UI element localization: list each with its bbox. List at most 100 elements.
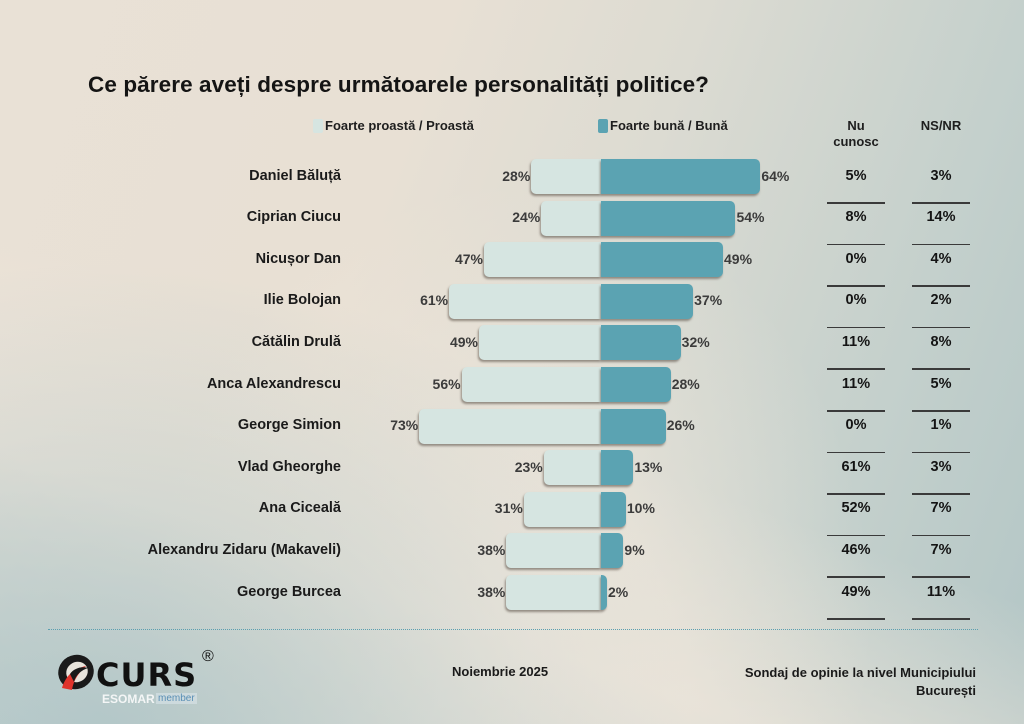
ns-nr-underline [912, 285, 970, 287]
category-label: George Burcea [237, 583, 341, 600]
registered-mark: ® [202, 648, 214, 665]
bar-negative [531, 159, 601, 194]
ns-nr-underline [912, 618, 970, 620]
ns-nr-value: 3% [930, 458, 952, 475]
value-label-negative: 31% [494, 500, 523, 517]
legend-positive: Foarte bună / Bună [598, 118, 728, 133]
bar-negative [478, 325, 601, 361]
survey-date: Noiembrie 2025 [452, 664, 549, 679]
value-label-positive: 37% [694, 292, 723, 309]
nu-cunosc-value: 52% [841, 500, 871, 517]
nu-cunosc-underline [827, 493, 885, 495]
ns-nr-value: 8% [930, 333, 952, 350]
bar-positive [601, 242, 723, 278]
bar-negative [523, 491, 601, 527]
legend-swatch-negative [313, 118, 323, 133]
bar-negative [461, 367, 601, 402]
ns-nr-underline [912, 534, 970, 537]
ns-nr-underline [912, 202, 970, 204]
ns-nr-value: 4% [930, 250, 952, 267]
ns-nr-underline [912, 576, 970, 578]
esomar-label: ESOMAR [102, 692, 155, 706]
bar-negative [543, 450, 601, 486]
legend-label-negative: Foarte proastă / Proastă [325, 118, 474, 133]
value-label-positive: 2% [608, 583, 629, 600]
chart-title: Ce părere aveți despre următoarele perso… [88, 72, 710, 97]
value-label-positive: 49% [724, 250, 753, 267]
nu-cunosc-value: 8% [845, 209, 867, 226]
bar-positive [601, 408, 666, 444]
ns-nr-underline [912, 368, 970, 370]
nu-cunosc-underline [827, 618, 885, 620]
legend-label-positive: Foarte bună / Bună [610, 118, 728, 133]
category-label: Vlad Gheorghe [237, 458, 341, 475]
ns-nr-value: 5% [930, 375, 952, 392]
value-label-positive: 10% [626, 500, 655, 517]
value-label-positive: 28% [671, 375, 700, 392]
value-label-positive: 26% [666, 417, 695, 434]
value-label-negative: 47% [454, 250, 483, 267]
value-label-positive: 13% [634, 458, 663, 475]
category-label: George Simion [237, 417, 341, 434]
column-header-nu-cunosc-line2: cunosc [833, 134, 879, 149]
value-label-negative: 28% [502, 167, 531, 184]
value-label-positive: 32% [681, 333, 710, 350]
nu-cunosc-value: 49% [841, 583, 871, 600]
category-label: Ilie Bolojan [263, 292, 341, 309]
column-header-nu-cunosc: Nu cunosc [827, 118, 885, 150]
value-label-positive: 64% [761, 167, 790, 184]
nu-cunosc-underline [827, 285, 885, 287]
column-header-nu-cunosc-line1: Nu [847, 118, 865, 133]
bar-negative [541, 200, 601, 236]
ns-nr-value: 7% [930, 500, 952, 517]
value-label-positive: 54% [736, 209, 765, 226]
nu-cunosc-underline [827, 368, 885, 370]
category-label: Daniel Băluță [249, 167, 341, 184]
bar-negative [506, 575, 601, 610]
value-label-negative: 56% [432, 375, 461, 392]
nu-cunosc-value: 11% [841, 333, 871, 350]
value-label-negative: 38% [477, 583, 506, 600]
bar-negative [506, 533, 601, 569]
ns-nr-value: 1% [930, 417, 952, 434]
column-header-ns-nr: NS/NR [920, 118, 962, 133]
legend-negative: Foarte proastă / Proastă [313, 118, 474, 133]
nu-cunosc-value: 46% [841, 541, 871, 558]
nu-cunosc-underline [827, 576, 885, 578]
bar-negative [483, 242, 601, 278]
ns-nr-underline [912, 243, 970, 246]
value-label-negative: 24% [512, 209, 541, 226]
value-label-negative: 49% [449, 333, 478, 350]
member-label: member [156, 693, 197, 704]
survey-source: Sondaj de opinie la nivel Municipiului B… [745, 664, 976, 700]
curs-logo: CURS ® ESOMAR member [56, 648, 226, 713]
nu-cunosc-value: 0% [845, 292, 867, 309]
curs-logo-icon [58, 654, 94, 690]
nu-cunosc-underline [827, 202, 885, 204]
ns-nr-underline [912, 326, 970, 329]
ns-nr-value: 7% [930, 541, 952, 558]
nu-cunosc-value: 0% [845, 417, 867, 434]
category-label: Anca Alexandrescu [206, 375, 341, 392]
nu-cunosc-underline [827, 326, 885, 329]
nu-cunosc-underline [827, 534, 885, 537]
bar-positive [601, 283, 694, 319]
bar-positive [601, 450, 634, 486]
legend-swatch-positive [598, 118, 608, 133]
ns-nr-value: 2% [930, 292, 952, 309]
nu-cunosc-value: 61% [841, 458, 871, 475]
category-label: Nicușor Dan [255, 250, 341, 267]
bar-positive [601, 533, 624, 569]
nu-cunosc-underline [827, 410, 885, 412]
ns-nr-underline [912, 493, 970, 495]
ns-nr-underline [912, 451, 970, 454]
bar-positive [601, 159, 761, 194]
category-label: Cătălin Drulă [251, 333, 341, 350]
bar-positive [601, 200, 736, 236]
bar-positive [601, 491, 626, 527]
ns-nr-value: 3% [930, 167, 952, 184]
bar-positive [601, 367, 671, 402]
category-label: Ana Ciceală [258, 500, 341, 517]
